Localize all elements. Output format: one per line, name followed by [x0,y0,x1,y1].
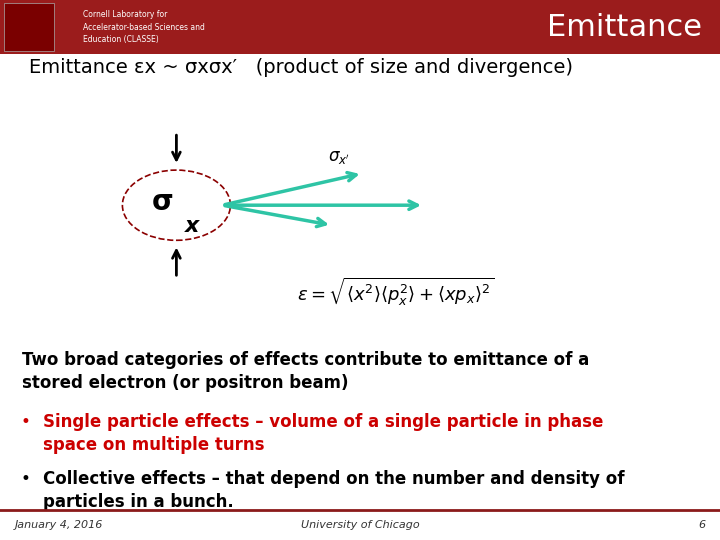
Text: 6: 6 [698,520,706,530]
Text: Emittance: Emittance [547,12,702,42]
Text: •: • [20,470,30,488]
Text: January 4, 2016: January 4, 2016 [14,520,103,530]
Text: $\epsilon = \sqrt{\langle x^2\rangle\langle p_x^2\rangle + \langle xp_x\rangle^2: $\epsilon = \sqrt{\langle x^2\rangle\lan… [297,275,495,308]
Text: •: • [20,413,30,431]
Text: $\mathbf{\sigma}$: $\mathbf{\sigma}$ [150,188,173,217]
Text: Emittance εx ~ σxσx′   (product of size and divergence): Emittance εx ~ σxσx′ (product of size an… [29,58,573,77]
Text: $\sigma_{x'}$: $\sigma_{x'}$ [328,147,350,166]
Text: Collective effects – that depend on the number and density of
particles in a bun: Collective effects – that depend on the … [43,470,625,511]
Text: University of Chicago: University of Chicago [301,520,419,530]
Text: Two broad categories of effects contribute to emittance of a
stored electron (or: Two broad categories of effects contribu… [22,351,589,392]
Bar [0,0,720,54]
Text: Single particle effects – volume of a single particle in phase
space on multiple: Single particle effects – volume of a si… [43,413,603,454]
Text: Cornell Laboratory for
Accelerator-based Sciences and
Education (CLASSE): Cornell Laboratory for Accelerator-based… [83,10,204,44]
Bar [4,3,54,51]
Text: x: x [185,216,199,236]
